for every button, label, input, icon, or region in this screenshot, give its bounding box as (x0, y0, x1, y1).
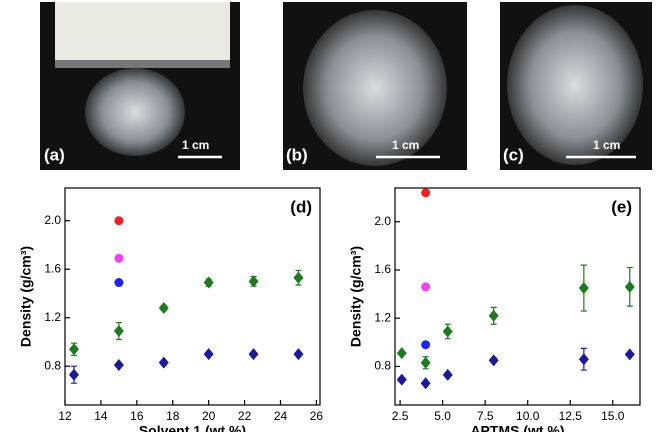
data-point (249, 275, 259, 287)
photo-label: (b) (286, 145, 308, 164)
plot-frame (65, 188, 320, 405)
photo-b: (b) 1 cm (283, 2, 467, 170)
panel-label: (d) (290, 197, 312, 216)
x-tick-label: 12.5 (559, 409, 583, 423)
data-point (293, 272, 303, 284)
photo-c: (c) 1 cm (500, 2, 652, 170)
data-point (489, 310, 499, 322)
data-point (421, 188, 430, 197)
data-point (249, 348, 259, 360)
y-tick-label: 1.6 (374, 262, 391, 276)
data-point (69, 369, 79, 381)
data-point (579, 353, 589, 365)
scale-label: 1 cm (392, 138, 419, 152)
x-tick-label: 22 (238, 409, 252, 423)
y-tick-label: 2.0 (374, 214, 391, 228)
scale-label: 1 cm (182, 138, 209, 152)
data-point (114, 325, 124, 337)
data-point (114, 278, 123, 287)
data-point (443, 369, 453, 381)
data-point (114, 359, 124, 371)
y-tick-label: 0.8 (44, 358, 61, 372)
y-tick-label: 0.8 (374, 359, 391, 373)
plot-frame (395, 188, 640, 405)
x-tick-label: 14 (94, 409, 108, 423)
x-tick-label: 16 (130, 409, 144, 423)
y-tick-label: 1.2 (374, 310, 391, 324)
x-tick-label: 2.5 (392, 409, 409, 423)
x-tick-label: 7.5 (477, 409, 494, 423)
y-axis-label: Density (g/cm³) (348, 246, 364, 347)
photo-label: (a) (44, 145, 65, 164)
panel-label: (e) (611, 197, 632, 216)
data-point (114, 254, 123, 263)
data-point (625, 348, 635, 360)
x-tick-label: 10.0 (516, 409, 540, 423)
y-tick-label: 1.6 (44, 261, 61, 275)
data-point (159, 302, 169, 314)
x-tick-label: 5.0 (434, 409, 451, 423)
x-tick-label: 24 (274, 409, 288, 423)
data-point (293, 348, 303, 360)
data-point (159, 357, 169, 369)
data-point (69, 343, 79, 355)
data-point (397, 347, 407, 359)
data-point (421, 340, 430, 349)
photo-label: (c) (503, 145, 524, 164)
data-point (443, 325, 453, 337)
x-tick-label: 15.0 (601, 409, 625, 423)
data-point (489, 354, 499, 366)
scale-label: 1 cm (593, 138, 620, 152)
x-tick-label: 12 (58, 409, 72, 423)
data-point (204, 348, 214, 360)
data-point (625, 281, 635, 293)
figure: (a) 1 cm (b) 1 cm (c) 1 cm 12 14 16 18 20 22 2… (0, 0, 657, 432)
data-point (114, 216, 123, 225)
x-axis-label: Solvent 1 (wt %) (139, 423, 246, 432)
y-tick-label: 2.0 (44, 213, 61, 227)
y-tick-label: 1.2 (44, 310, 61, 324)
photo-a: (a) 1 cm (40, 2, 240, 170)
x-axis-label: APTMS (wt %) (470, 423, 564, 432)
data-point (421, 357, 431, 369)
data-point (204, 277, 214, 289)
data-point (579, 282, 589, 294)
x-tick-label: 20 (202, 409, 216, 423)
data-point (421, 282, 430, 291)
data-point (397, 374, 407, 386)
y-axis-label: Density (g/cm³) (18, 246, 34, 347)
x-tick-label: 26 (310, 409, 324, 423)
data-point (421, 377, 431, 389)
x-tick-label: 18 (166, 409, 180, 423)
